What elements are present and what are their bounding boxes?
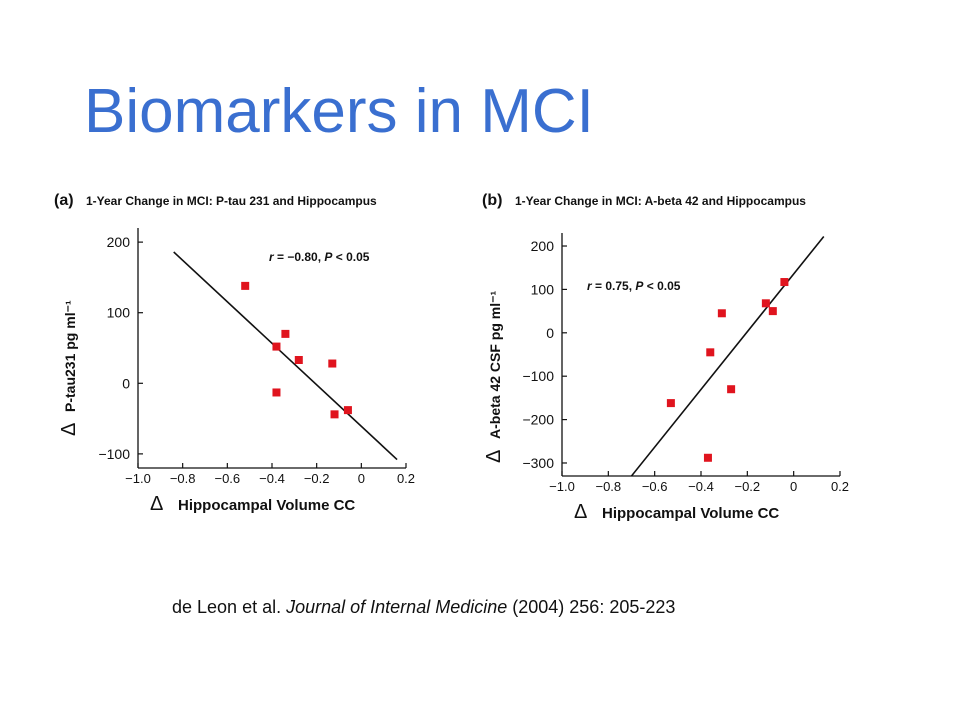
citation-year: (2004) 256: 205-223 — [512, 597, 676, 617]
stat-r-value: = −0.80, — [274, 250, 325, 264]
data-point — [241, 281, 250, 290]
data-point — [768, 307, 777, 316]
data-point — [666, 399, 675, 408]
x-tick-label: −0.6 — [642, 479, 668, 494]
correlation-label: r = −0.80, P < 0.05 — [269, 250, 370, 264]
regression-line — [630, 235, 825, 477]
x-tick-label: −1.0 — [125, 471, 151, 486]
y-tick-label: −100 — [98, 446, 130, 462]
data-point — [281, 329, 290, 338]
delta-symbol: Δ — [150, 493, 163, 515]
data-point — [343, 406, 352, 415]
data-point — [706, 348, 715, 357]
x-tick-label: −0.4 — [259, 471, 285, 486]
stat-p: P — [635, 279, 644, 293]
delta-symbol: Δ — [483, 450, 505, 463]
stat-p: P — [324, 250, 333, 264]
panel-label: (b) — [482, 192, 502, 209]
data-point — [717, 309, 726, 318]
chart-title: 1-Year Change in MCI: A-beta 42 and Hipp… — [515, 194, 806, 208]
slide-title: Biomarkers in MCI — [84, 77, 594, 146]
y-axis-title: A-beta 42 CSF pg ml⁻¹ — [487, 290, 503, 439]
y-tick-label: 200 — [107, 234, 131, 250]
x-axis-title: Hippocampal Volume CC — [602, 505, 779, 522]
x-tick-label: −0.8 — [170, 471, 196, 486]
x-tick-label: −0.2 — [304, 471, 330, 486]
stat-p-value: < 0.05 — [332, 250, 369, 264]
data-point — [272, 342, 281, 351]
x-tick-label: 0.2 — [397, 471, 415, 486]
y-axis-title: P-tau231 pg ml⁻¹ — [62, 300, 78, 412]
citation: de Leon et al. Journal of Internal Medic… — [172, 597, 675, 618]
x-tick-label: 0 — [790, 479, 797, 494]
citation-authors: de Leon et al. — [172, 597, 282, 617]
citation-journal: Journal of Internal Medicine — [286, 597, 508, 617]
x-tick-label: −0.8 — [595, 479, 621, 494]
y-tick-label: −100 — [522, 368, 554, 384]
data-point — [272, 388, 281, 397]
stat-p-value: < 0.05 — [643, 279, 680, 293]
data-point — [703, 453, 712, 462]
y-tick-label: 100 — [531, 281, 555, 297]
x-axis-title: Hippocampal Volume CC — [178, 497, 355, 514]
y-tick-label: −200 — [522, 412, 554, 428]
panel-label: (a) — [54, 192, 74, 209]
correlation-label: r = 0.75, P < 0.05 — [587, 279, 681, 293]
stat-r: r — [269, 250, 275, 264]
y-axis-label: Δ A-beta 42 CSF pg ml⁻¹ — [483, 290, 505, 463]
x-tick-label: 0.2 — [831, 479, 849, 494]
regression-line — [173, 251, 398, 461]
stat-r-value: = 0.75, — [592, 279, 636, 293]
data-point — [330, 410, 339, 419]
x-tick-label: −0.6 — [214, 471, 240, 486]
x-tick-label: −0.2 — [734, 479, 760, 494]
chart-title: 1-Year Change in MCI: P-tau 231 and Hipp… — [86, 194, 377, 208]
delta-symbol: Δ — [574, 501, 587, 523]
x-tick-label: −0.4 — [688, 479, 714, 494]
data-point — [294, 356, 303, 364]
y-tick-label: 200 — [531, 238, 555, 254]
data-point — [727, 385, 736, 394]
y-tick-label: 0 — [122, 375, 130, 391]
data-point — [761, 299, 770, 308]
scatter-chart-b: (b) 1-Year Change in MCI: A-beta 42 and … — [482, 192, 849, 523]
y-tick-label: 100 — [107, 305, 131, 321]
data-point — [780, 278, 789, 287]
delta-symbol: Δ — [58, 423, 80, 436]
y-axis-label: Δ P-tau231 pg ml⁻¹ — [58, 300, 80, 436]
stat-r: r — [587, 279, 593, 293]
scatter-chart-a: (a) 1-Year Change in MCI: P-tau 231 and … — [54, 192, 415, 515]
y-tick-label: 0 — [546, 325, 554, 341]
y-tick-label: −300 — [522, 455, 554, 471]
data-point — [328, 359, 337, 368]
x-tick-label: −1.0 — [549, 479, 575, 494]
x-tick-label: 0 — [358, 471, 365, 486]
